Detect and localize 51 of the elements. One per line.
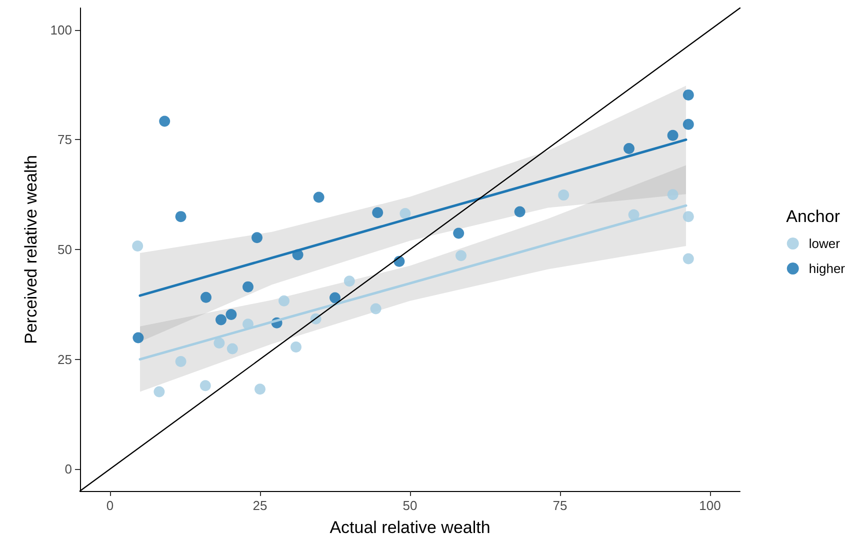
point xyxy=(628,209,640,220)
point xyxy=(682,89,694,100)
point xyxy=(214,338,225,349)
y-tick-label: 0 xyxy=(64,462,72,477)
x-tick-label: 75 xyxy=(552,498,568,513)
point xyxy=(154,386,165,398)
point xyxy=(313,192,324,203)
point xyxy=(682,253,694,264)
line-series xyxy=(138,204,688,361)
point xyxy=(278,295,290,306)
point xyxy=(252,232,262,244)
point xyxy=(290,341,302,352)
point xyxy=(624,143,634,154)
point xyxy=(514,206,526,218)
point xyxy=(344,276,355,287)
point xyxy=(370,303,382,314)
y-axis-title: Perceived relative wealth xyxy=(21,155,40,344)
point xyxy=(200,380,211,392)
point xyxy=(682,211,694,222)
point xyxy=(667,189,678,200)
point xyxy=(372,207,384,218)
legend-label: lower xyxy=(808,236,841,251)
point xyxy=(667,130,678,141)
point xyxy=(216,314,226,326)
point xyxy=(159,116,170,127)
point xyxy=(254,384,266,395)
point xyxy=(242,281,254,292)
y-tick-label: 100 xyxy=(50,22,72,38)
point xyxy=(226,308,237,320)
point xyxy=(558,190,570,201)
x-tick-label: 25 xyxy=(252,498,268,513)
x-axis-title: Actual relative wealth xyxy=(330,518,490,537)
point xyxy=(682,118,694,130)
point xyxy=(226,343,238,354)
point xyxy=(132,240,144,252)
y-tick-label: 75 xyxy=(58,132,72,148)
point xyxy=(132,332,144,344)
legend-label: higher xyxy=(808,261,846,276)
point xyxy=(456,250,466,262)
point xyxy=(400,208,411,219)
point xyxy=(200,292,212,303)
x-tick-label: 0 xyxy=(106,498,114,513)
point xyxy=(330,292,340,304)
point xyxy=(175,211,186,222)
point xyxy=(175,356,186,367)
x-tick-label: 50 xyxy=(402,498,418,513)
legend-title: Anchor xyxy=(786,207,840,226)
x-tick-label: 100 xyxy=(699,498,721,513)
y-tick-label: 25 xyxy=(58,352,72,367)
y-tick-label: 50 xyxy=(58,242,72,257)
point xyxy=(453,228,464,239)
